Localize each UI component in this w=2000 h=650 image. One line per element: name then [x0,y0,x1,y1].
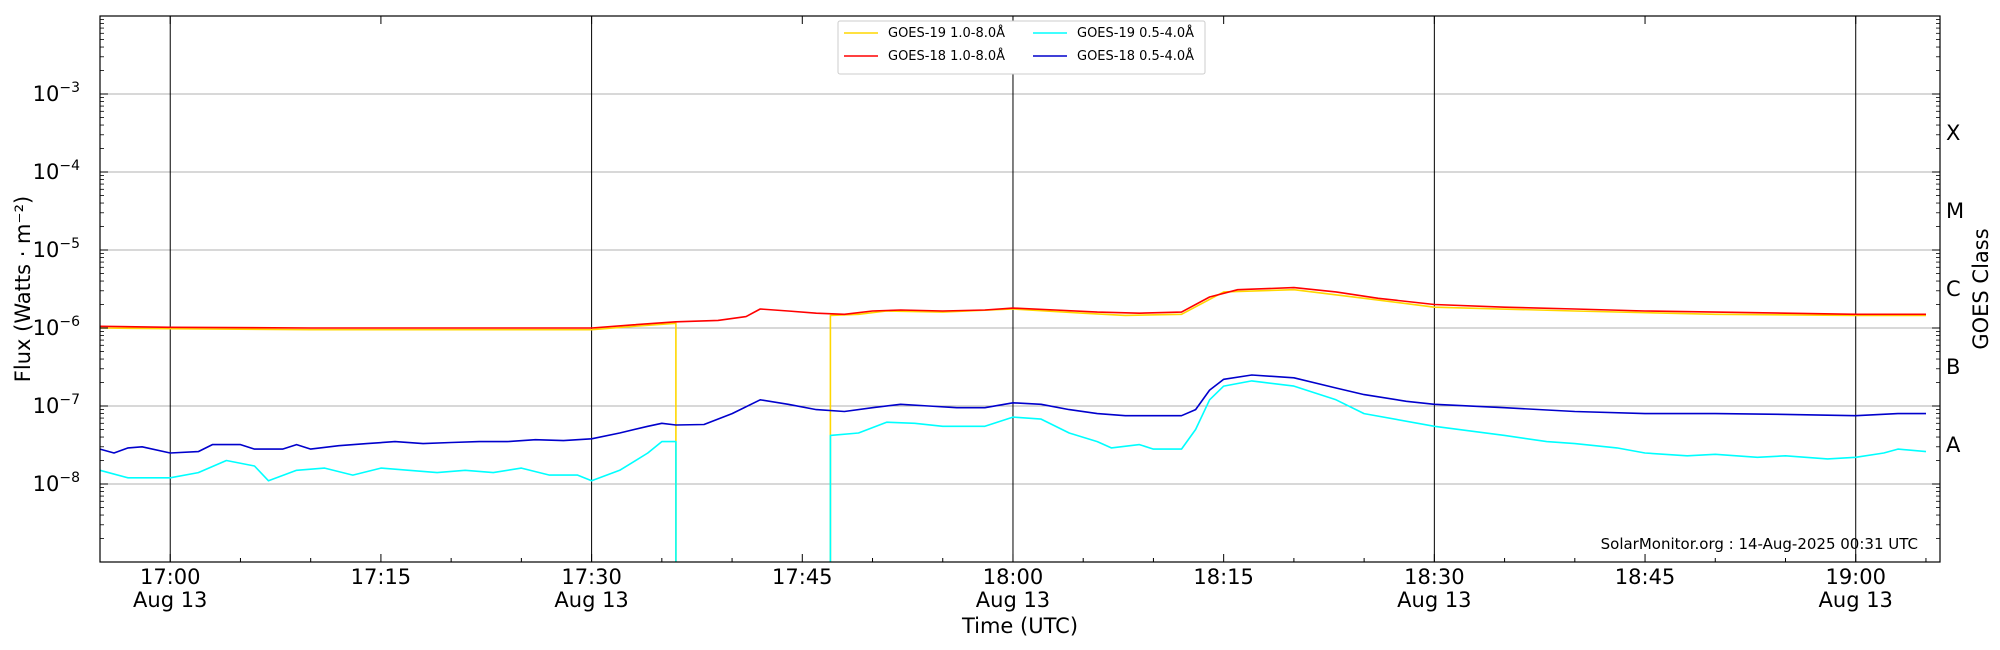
x-tick-label: 17:30 [561,565,622,589]
y-tick-label: 10−4 [33,158,80,184]
series-line-1 [99,380,1927,562]
goes-class-label: M [1946,199,1964,223]
x-tick-label: 17:45 [772,565,833,589]
legend-label: GOES-18 1.0-8.0Å [888,48,1005,64]
x-tick-date-label: Aug 13 [133,588,207,612]
y-tick-label: 10−7 [33,392,80,418]
x-tick-label: 18:15 [1193,565,1254,589]
x-axis-title: Time (UTC) [961,614,1078,638]
y-tick-label: 10−6 [33,314,80,340]
x-tick-date-label: Aug 13 [976,588,1050,612]
vertical-lines [169,16,1857,562]
y-tick-label: 10−3 [33,80,80,106]
x-tick-date-label: Aug 13 [554,588,628,612]
x-tick-date-label: Aug 13 [1397,588,1471,612]
x-tick-label: 18:00 [983,565,1044,589]
goes-class-label: X [1946,121,1960,145]
x-tick-label: 17:15 [351,565,412,589]
solarmonitor-annotation: SolarMonitor.org : 14-Aug-2025 00:31 UTC [1601,535,1918,553]
plot-frame [99,15,1941,563]
x-tick-date-label: Aug 13 [1819,588,1893,612]
y-tick-label: 10−5 [33,236,80,262]
grid-layer [100,93,1940,485]
legend-label: GOES-19 1.0-8.0Å [888,25,1005,41]
series-line-3 [99,374,1926,454]
y-tick-label: 10−8 [33,470,80,496]
legend-box [837,20,1206,75]
goes-class-title: GOES Class [1969,228,1993,349]
x-tick-label: 19:00 [1825,565,1886,589]
y-axis-title: Flux (Watts · m⁻²) [11,196,35,382]
series-line-0 [99,288,1926,562]
x-tick-label: 18:45 [1615,565,1676,589]
goes-class-label: B [1946,355,1960,379]
x-tick-label: 18:30 [1404,565,1465,589]
legend-label: GOES-19 0.5-4.0Å [1077,25,1194,41]
goes-class-label: A [1946,433,1961,457]
x-tick-label: 17:00 [140,565,201,589]
legend-label: GOES-18 0.5-4.0Å [1077,48,1194,64]
series-line-2 [99,286,1926,329]
legend: GOES-19 1.0-8.0Å GOES-18 1.0-8.0Å GOES-19 … [837,20,1206,75]
goes-class-label: C [1946,277,1961,301]
series-layer [99,286,1927,562]
